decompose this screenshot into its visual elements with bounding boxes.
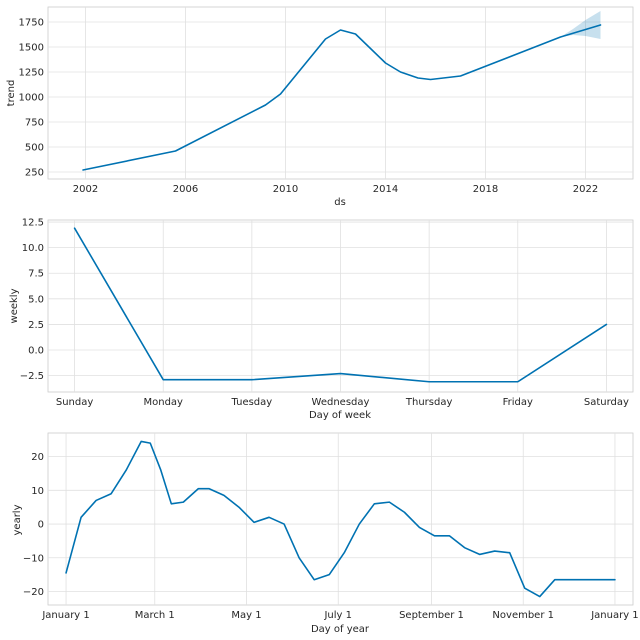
trend-x-tick-label: 2014	[373, 184, 398, 195]
yearly-y-tick-label: 10	[31, 486, 44, 497]
trend-y-tick-label: 500	[25, 143, 44, 154]
weekly-x-ticks: Sunday Monday Tuesday Wednesday Thursday Frid…	[56, 397, 629, 408]
weekly-y-tick-label: 10.0	[22, 243, 44, 254]
weekly-y-tick-label: 7.5	[28, 269, 44, 280]
yearly-x-tick-label: March 1	[135, 610, 175, 621]
weekly-x-tick-label: Sunday	[56, 397, 93, 408]
yearly-y-ticks: −20 −10 0 10 20	[23, 452, 44, 598]
trend-plot-area	[47, 6, 634, 180]
weekly-y-tick-label: 12.5	[22, 218, 44, 229]
weekly-x-tick-label: Wednesday	[312, 397, 370, 408]
trend-x-axis-label: ds	[334, 197, 346, 208]
yearly-panel: January 1 March 1 May 1 July 1 September 1 No…	[12, 432, 639, 635]
weekly-panel: Sunday Monday Tuesday Wednesday Thursday Frid…	[9, 218, 634, 421]
trend-x-tick-label: 2002	[73, 184, 98, 195]
weekly-series	[73, 227, 608, 383]
yearly-y-tick-label: −10	[23, 553, 44, 564]
trend-y-tick-label: 1500	[19, 43, 44, 54]
trend-uncertainty-band	[560, 11, 601, 39]
yearly-x-tick-label: September 1	[399, 610, 464, 621]
trend-x-ticks: 2002 2006 2010 2014 2018 2022	[73, 184, 598, 195]
yearly-plot-area	[47, 432, 634, 606]
weekly-x-tick-label: Tuesday	[231, 397, 273, 408]
trend-x-tick-label: 2022	[573, 184, 598, 195]
trend-y-tick-label: 1250	[19, 68, 44, 79]
yearly-series-line	[65, 440, 616, 598]
weekly-y-ticks: −2.5 0.0 2.5 5.0 7.5 10.0 12.5	[20, 218, 44, 383]
weekly-x-axis-label: Day of week	[309, 410, 371, 421]
yearly-x-tick-label: July 1	[323, 610, 352, 621]
trend-gridlines	[48, 7, 633, 179]
trend-y-axis-label: trend	[6, 80, 17, 107]
weekly-y-tick-label: −2.5	[20, 371, 44, 382]
trend-uncertainty	[560, 11, 601, 39]
yearly-y-tick-label: −20	[23, 587, 44, 598]
trend-x-tick-label: 2010	[273, 184, 298, 195]
trend-y-ticks: 250 500 750 1000 1250 1500 1750	[19, 18, 44, 179]
weekly-x-tick-label: Thursday	[405, 397, 453, 408]
yearly-x-tick-label: November 1	[492, 610, 554, 621]
yearly-y-tick-label: 20	[31, 452, 44, 463]
weekly-y-tick-label: 2.5	[28, 320, 44, 331]
weekly-x-tick-label: Friday	[503, 397, 533, 408]
yearly-y-axis-label: yearly	[12, 504, 23, 535]
trend-series	[82, 24, 602, 171]
yearly-series	[65, 440, 616, 598]
weekly-y-tick-label: 5.0	[28, 294, 44, 305]
weekly-series-line	[73, 227, 608, 383]
weekly-gridlines	[48, 220, 633, 392]
trend-y-tick-label: 1750	[19, 18, 44, 29]
weekly-x-tick-label: Saturday	[584, 397, 629, 408]
yearly-x-axis-label: Day of year	[311, 624, 370, 635]
weekly-y-tick-label: 0.0	[28, 346, 44, 357]
trend-x-tick-label: 2006	[173, 184, 198, 195]
yearly-y-tick-label: 0	[38, 520, 44, 531]
yearly-x-tick-label: January 1	[590, 610, 638, 621]
trend-series-line	[82, 24, 602, 171]
trend-y-tick-label: 750	[25, 118, 44, 129]
trend-y-tick-label: 1000	[19, 93, 44, 104]
yearly-gridlines	[48, 433, 633, 605]
yearly-x-ticks: January 1 March 1 May 1 July 1 September 1 No…	[41, 610, 638, 621]
weekly-y-axis-label: weekly	[9, 288, 20, 323]
yearly-x-tick-label: May 1	[231, 610, 261, 621]
yearly-x-tick-label: January 1	[41, 610, 89, 621]
weekly-x-tick-label: Monday	[143, 397, 183, 408]
trend-panel: 2002 2006 2010 2014 2018 2022 250 500 750 1000 12…	[6, 6, 634, 208]
trend-x-tick-label: 2018	[473, 184, 498, 195]
trend-y-tick-label: 250	[25, 168, 44, 179]
